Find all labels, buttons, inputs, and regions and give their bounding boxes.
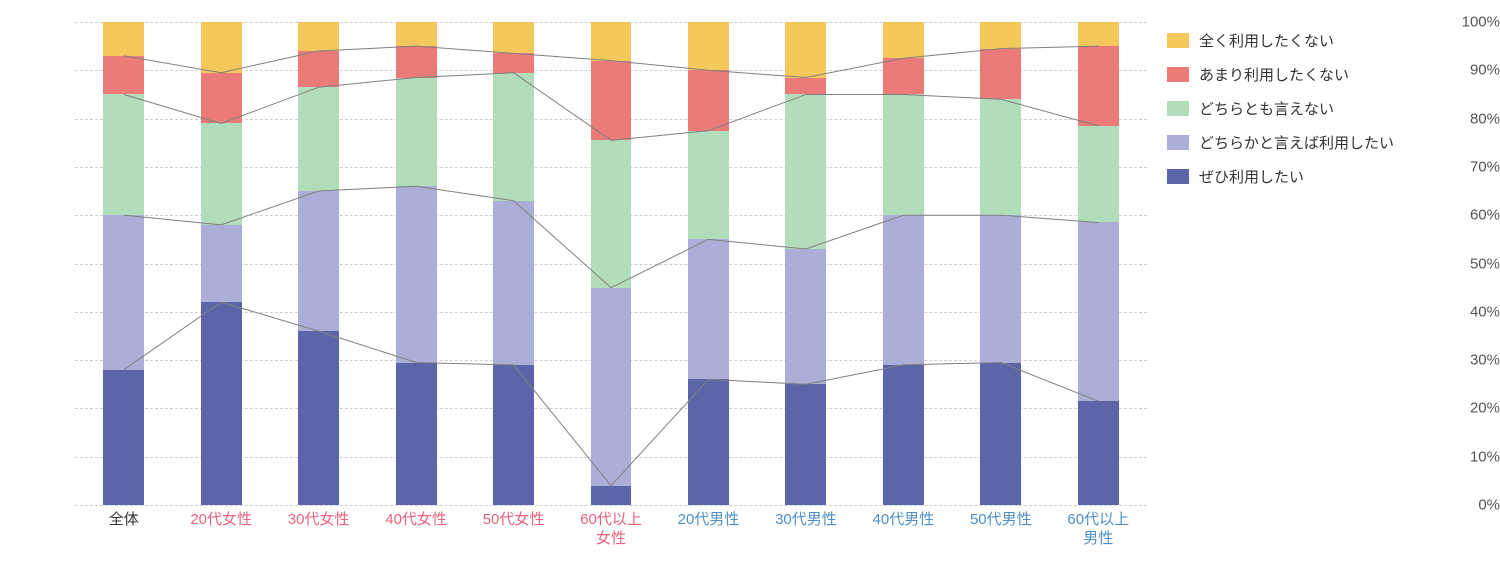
bar-segment [1078, 126, 1119, 223]
bar-segment [591, 486, 632, 505]
bar-segment [396, 363, 437, 505]
legend-label: どちらとも言えない [1199, 98, 1334, 119]
y-tick-label: 100% [1435, 14, 1500, 31]
bar-segment [103, 370, 144, 505]
x-tick-label: 50代男性 [970, 511, 1032, 530]
bar-segment [298, 87, 339, 191]
x-tick-label: 50代女性 [483, 511, 545, 530]
x-tick-label: 60代以上 男性 [1067, 511, 1129, 549]
x-tick-label: 40代男性 [873, 511, 935, 530]
bar-segment [688, 379, 729, 505]
legend-swatch [1167, 33, 1189, 48]
legend-item: どちらかと言えば利用したい [1167, 132, 1394, 153]
bar-segment [785, 94, 826, 249]
x-tick-label: 60代以上 女性 [580, 511, 642, 549]
bar-segment [1078, 46, 1119, 126]
bar-segment [201, 123, 242, 224]
bar-segment [103, 56, 144, 95]
bar-segment [493, 22, 534, 53]
bar-segment [201, 225, 242, 302]
y-tick-label: 30% [1435, 352, 1500, 369]
y-tick-label: 90% [1435, 62, 1500, 79]
bar-segment [1078, 222, 1119, 401]
bar-segment [883, 94, 924, 215]
x-tick-label: 20代男性 [678, 511, 740, 530]
bar-segment [591, 61, 632, 141]
x-tick-label: 40代女性 [385, 511, 447, 530]
bar-segment [883, 22, 924, 58]
legend-item: どちらとも言えない [1167, 98, 1334, 119]
bar-segment [103, 94, 144, 215]
bar-segment [785, 249, 826, 384]
x-tick-label: 30代男性 [775, 511, 837, 530]
legend-label: あまり利用したくない [1199, 64, 1349, 85]
bar-segment [785, 22, 826, 78]
bar-segment [883, 58, 924, 94]
bar-segment [980, 22, 1021, 49]
bar-segment [103, 22, 144, 56]
bar-segment [201, 22, 242, 73]
y-tick-label: 60% [1435, 207, 1500, 224]
bar-segment [1078, 22, 1119, 46]
y-tick-label: 50% [1435, 255, 1500, 272]
bar-segment [396, 78, 437, 187]
bar-segment [493, 53, 534, 72]
bar-segment [493, 365, 534, 505]
bar-segment [688, 131, 729, 240]
legend-swatch [1167, 169, 1189, 184]
legend-label: 全く利用したくない [1199, 30, 1334, 51]
plot-area [75, 22, 1147, 505]
bar-segment [201, 302, 242, 505]
y-tick-label: 10% [1435, 448, 1500, 465]
bar-segment [591, 140, 632, 287]
bar-segment [298, 191, 339, 331]
bar-segment [688, 22, 729, 70]
x-tick-label: 全体 [109, 511, 139, 530]
bar-segment [980, 99, 1021, 215]
bar-segment [688, 70, 729, 130]
gridline [75, 505, 1147, 506]
bar-segment [785, 384, 826, 505]
y-tick-label: 40% [1435, 303, 1500, 320]
legend-swatch [1167, 67, 1189, 82]
bar-segment [883, 215, 924, 365]
bar-segment [688, 239, 729, 379]
bar-segment [883, 365, 924, 505]
legend-item: あまり利用したくない [1167, 64, 1349, 85]
y-tick-label: 80% [1435, 110, 1500, 127]
bar-segment [298, 331, 339, 505]
bar-segment [396, 186, 437, 362]
chart-container: 0% 10% 20% 30% 40% 50% 60% 70% 80% 90% 100% 全体 20代女… [0, 0, 1500, 569]
bar-segment [591, 22, 632, 61]
legend-swatch [1167, 101, 1189, 116]
bar-segment [980, 215, 1021, 362]
bar-segment [591, 288, 632, 486]
y-tick-label: 20% [1435, 400, 1500, 417]
legend-item: 全く利用したくない [1167, 30, 1334, 51]
bar-segment [396, 46, 437, 77]
legend-item: ぜひ利用したい [1167, 166, 1304, 187]
x-tick-label: 20代女性 [190, 511, 252, 530]
y-tick-label: 70% [1435, 158, 1500, 175]
x-tick-label: 30代女性 [288, 511, 350, 530]
bar-segment [493, 201, 534, 365]
bar-segment [980, 363, 1021, 505]
bar-segment [103, 215, 144, 370]
bar-segment [298, 51, 339, 87]
bar-segment [493, 73, 534, 201]
legend-label: ぜひ利用したい [1199, 166, 1304, 187]
bar-segment [980, 49, 1021, 100]
legend-swatch [1167, 135, 1189, 150]
y-tick-label: 0% [1435, 497, 1500, 514]
bar-segment [396, 22, 437, 46]
bar-segment [298, 22, 339, 51]
legend-label: どちらかと言えば利用したい [1199, 132, 1394, 153]
bar-segment [1078, 401, 1119, 505]
bar-segment [201, 73, 242, 124]
bar-segment [785, 78, 826, 95]
